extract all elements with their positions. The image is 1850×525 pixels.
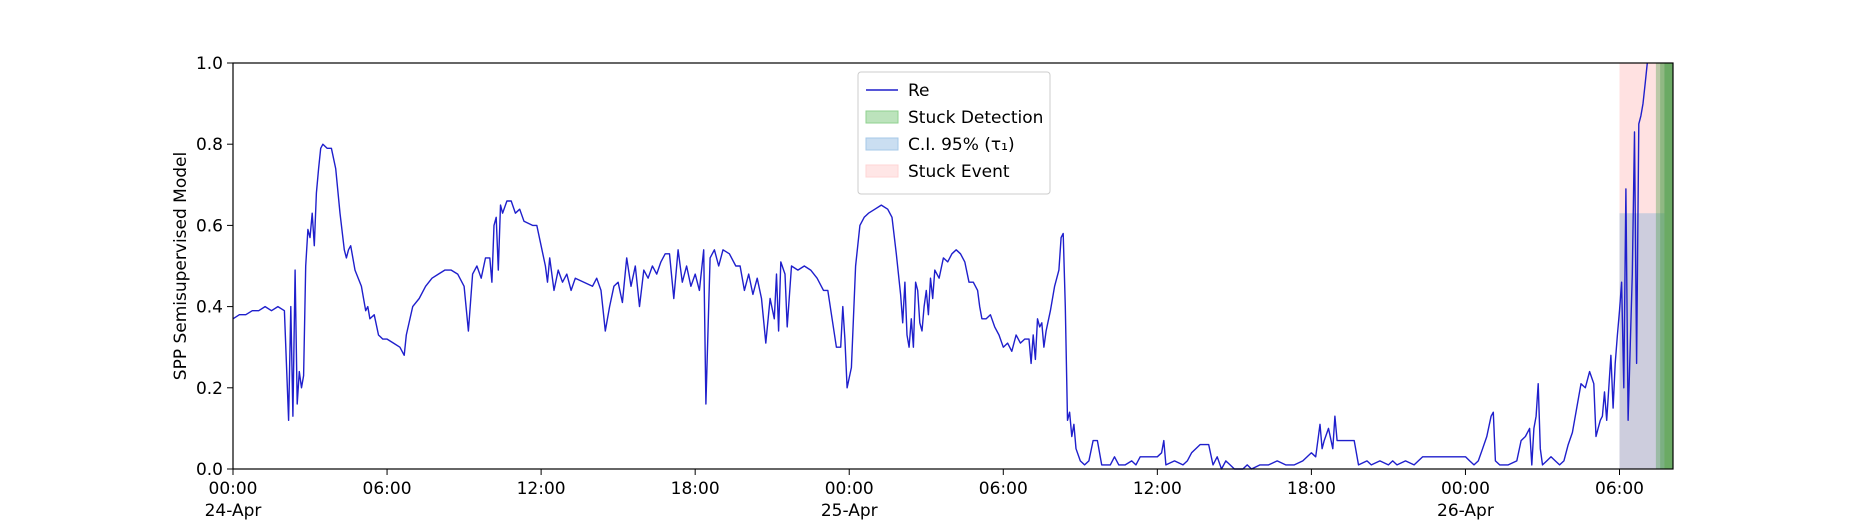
x-tick-label: 00:00 xyxy=(1441,479,1490,499)
x-tick-label: 12:00 xyxy=(1133,479,1182,499)
x-tick-label: 06:00 xyxy=(1595,479,1644,499)
y-tick-label: 1.0 xyxy=(196,54,223,74)
span-stuck-detection-4 xyxy=(1664,63,1673,469)
x-tick-label: 00:00 xyxy=(825,479,874,499)
y-axis: 0.0 0.2 0.4 0.6 0.8 1.0 xyxy=(196,54,233,480)
x-tick-label: 12:00 xyxy=(517,479,566,499)
legend: Re Stuck Detection C.I. 95% (τ₁) Stuck Even… xyxy=(858,72,1050,194)
y-tick-label: 0.8 xyxy=(196,135,223,155)
x-tick-label: 26-Apr xyxy=(1437,501,1494,521)
legend-label-re: Re xyxy=(908,81,930,101)
x-tick-label: 24-Apr xyxy=(205,501,262,521)
x-axis: 00:0024-Apr100006:0012:0018:0000:0025-Ap… xyxy=(205,469,1644,525)
legend-swatch-stuck-detection xyxy=(866,111,898,123)
y-tick-label: 0.6 xyxy=(196,216,223,236)
y-tick-label: 0.0 xyxy=(196,460,223,480)
y-tick-label: 0.2 xyxy=(196,379,223,399)
legend-swatch-c-i-95 xyxy=(866,138,898,150)
x-tick-label: 00:00 xyxy=(209,479,258,499)
legend-label-c-i-95: C.I. 95% (τ₁) xyxy=(908,135,1015,155)
legend-label-stuck-detection: Stuck Detection xyxy=(908,108,1043,128)
legend-label-stuck-event: Stuck Event xyxy=(908,162,1010,182)
legend-swatch-stuck-event xyxy=(866,165,898,177)
y-tick-label: 0.4 xyxy=(196,298,223,318)
x-tick-label: 18:00 xyxy=(671,479,720,499)
y-axis-title: SPP Semisupervised Model xyxy=(171,152,191,380)
x-tick-label: 18:00 xyxy=(1287,479,1336,499)
x-tick-label: 25-Apr xyxy=(821,501,878,521)
x-tick-label: 06:00 xyxy=(363,479,412,499)
x-tick-label: 06:00 xyxy=(979,479,1028,499)
